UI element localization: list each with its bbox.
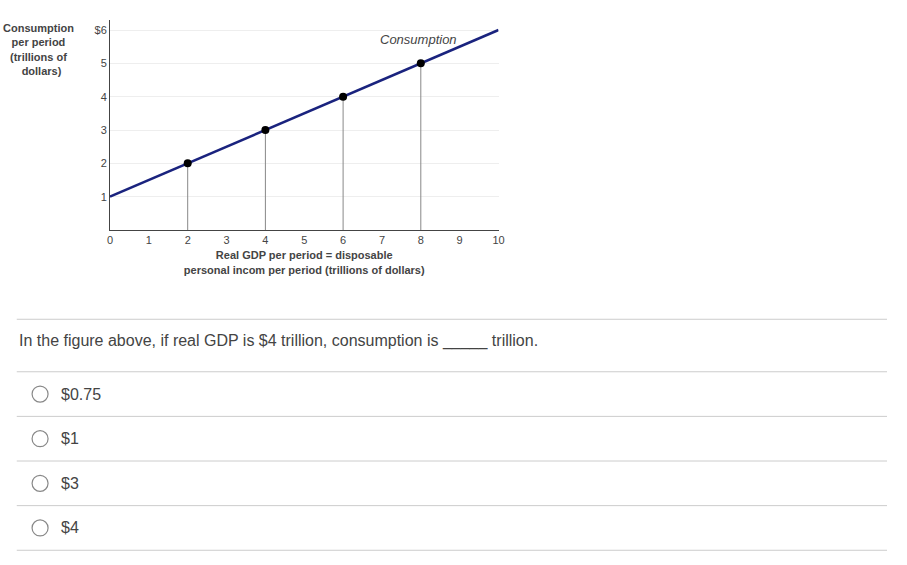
svg-text:In the figure above, if real G: In the figure above, if real GDP is $4 t… <box>19 332 538 350</box>
svg-text:7: 7 <box>379 234 385 246</box>
svg-text:$1: $1 <box>61 430 79 447</box>
svg-text:$3: $3 <box>61 475 79 492</box>
svg-text:8: 8 <box>418 234 424 246</box>
svg-text:9: 9 <box>457 234 463 246</box>
svg-text:2: 2 <box>185 234 191 246</box>
svg-text:1: 1 <box>101 191 107 203</box>
svg-text:5: 5 <box>301 234 307 246</box>
svg-text:$4: $4 <box>61 519 79 536</box>
svg-text:1: 1 <box>146 234 152 246</box>
svg-text:3: 3 <box>101 124 107 136</box>
svg-text:2: 2 <box>101 157 107 169</box>
svg-text:0: 0 <box>107 234 113 246</box>
svg-text:3: 3 <box>223 234 229 246</box>
svg-text:6: 6 <box>340 234 346 246</box>
svg-text:4: 4 <box>101 91 107 103</box>
svg-text:4: 4 <box>262 234 268 246</box>
svg-text:$6: $6 <box>95 24 107 36</box>
svg-text:Real GDP per period = disposab: Real GDP per period = disposablepersonal… <box>184 249 425 275</box>
svg-text:10: 10 <box>492 234 504 246</box>
svg-text:Consumptionper period(trillion: Consumptionper period(trillions of dolla… <box>3 22 74 77</box>
svg-text:5: 5 <box>101 57 107 69</box>
svg-text:$0.75: $0.75 <box>61 386 101 403</box>
svg-text:Consumption: Consumption <box>380 32 457 47</box>
